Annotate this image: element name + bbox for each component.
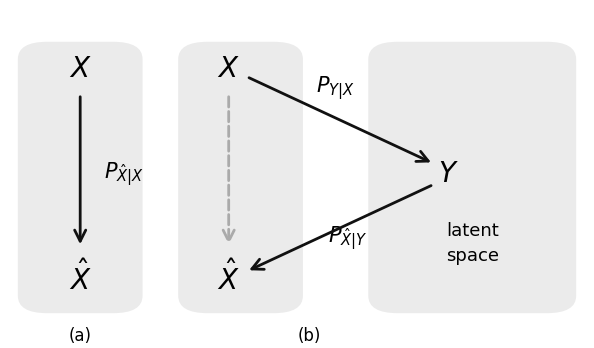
FancyBboxPatch shape bbox=[18, 42, 143, 313]
Text: (a): (a) bbox=[69, 327, 91, 345]
FancyBboxPatch shape bbox=[368, 42, 576, 313]
Text: $X$: $X$ bbox=[217, 56, 240, 83]
Text: $\hat{X}$: $\hat{X}$ bbox=[217, 260, 240, 296]
Text: $\hat{X}$: $\hat{X}$ bbox=[69, 260, 91, 296]
Text: $P_{\hat{X}|X}$: $P_{\hat{X}|X}$ bbox=[104, 160, 144, 188]
Text: $P_{Y|X}$: $P_{Y|X}$ bbox=[316, 75, 355, 102]
Text: latent
space: latent space bbox=[446, 222, 499, 265]
Text: $X$: $X$ bbox=[69, 56, 91, 83]
Text: $P_{\hat{X}|Y}$: $P_{\hat{X}|Y}$ bbox=[328, 225, 367, 252]
FancyBboxPatch shape bbox=[178, 42, 303, 313]
Text: $Y$: $Y$ bbox=[438, 160, 459, 188]
Text: (b): (b) bbox=[297, 327, 321, 345]
